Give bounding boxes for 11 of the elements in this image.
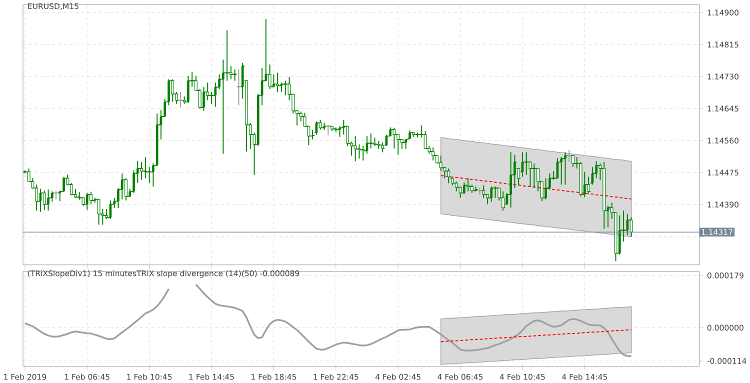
candlestick xyxy=(630,216,633,238)
candlestick xyxy=(466,178,470,192)
candlestick xyxy=(171,78,174,102)
candlestick xyxy=(42,190,46,210)
candlestick xyxy=(276,72,280,92)
candlestick xyxy=(447,168,450,184)
candlestick xyxy=(318,119,322,130)
candlestick xyxy=(330,126,334,132)
candlestick xyxy=(602,162,606,230)
candlestick xyxy=(354,136,357,162)
candlestick xyxy=(97,198,100,226)
